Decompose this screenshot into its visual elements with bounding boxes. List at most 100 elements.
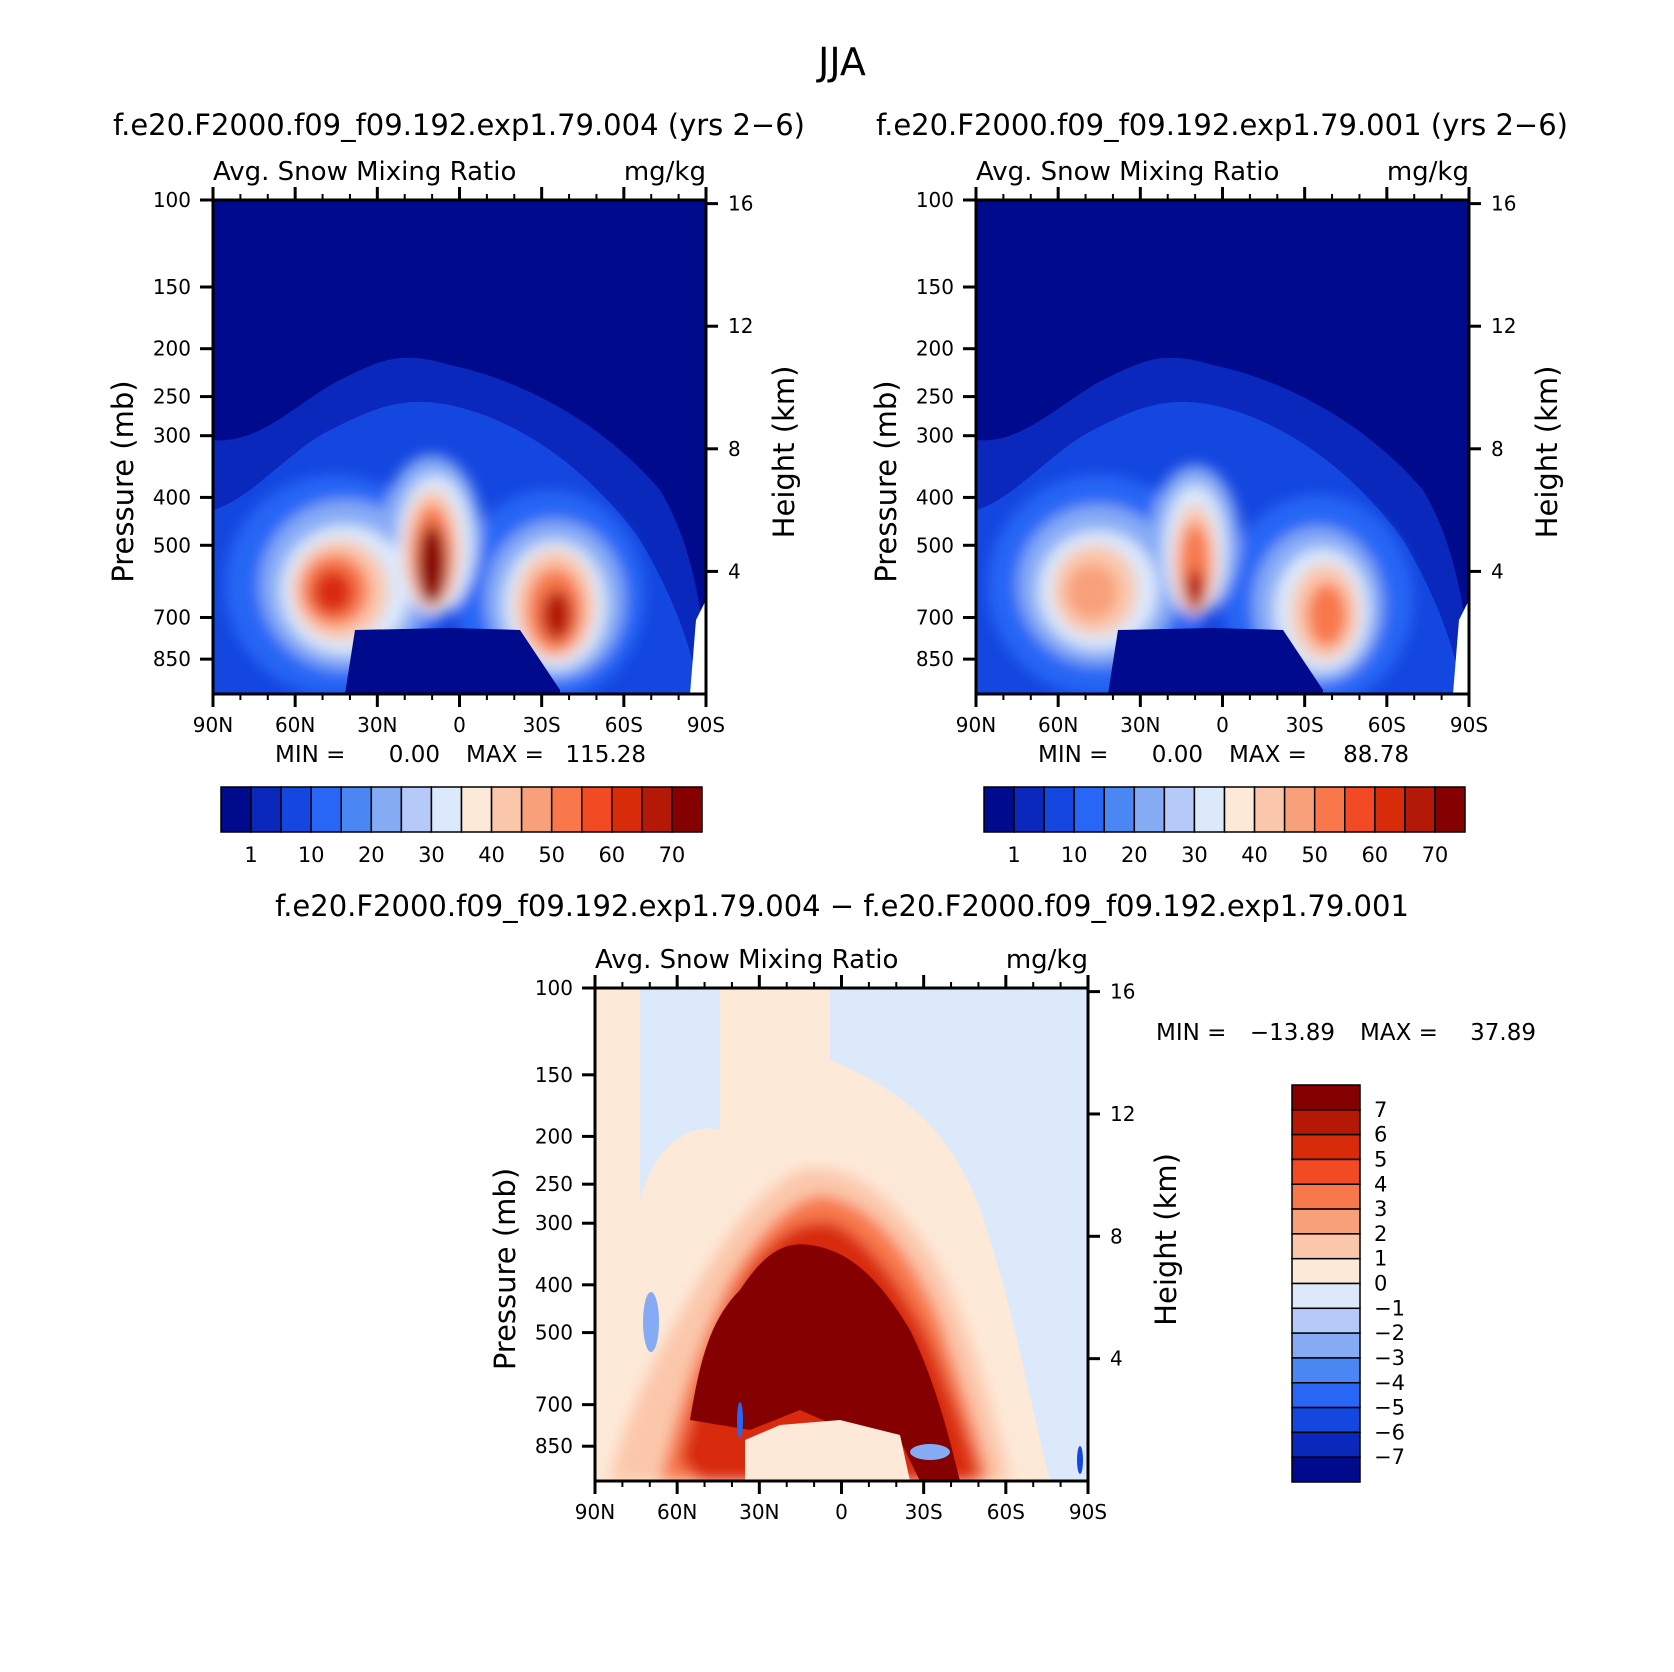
colorbar-swatch: [1374, 786, 1406, 833]
x-tick-label: 30S: [905, 1500, 943, 1524]
colorbar-label: −2: [1374, 1321, 1405, 1345]
variable-label: Avg. Snow Mixing Ratio: [213, 157, 516, 187]
colorbar-swatch: [1291, 1084, 1361, 1111]
y-tick-label: 700: [535, 1393, 573, 1417]
colorbar-swatch: [641, 786, 673, 833]
panel-model-004: f.e20.F2000.f09_f09.192.exp1.79.004 (yrs…: [113, 108, 805, 694]
colorbar-label: −5: [1374, 1396, 1405, 1420]
surface-mask: [1108, 628, 1323, 694]
surface-mask: [345, 628, 560, 694]
colorbar-label: 50: [538, 843, 565, 867]
x-tick-label: 30N: [357, 713, 397, 737]
colorbar-label: 1: [244, 843, 257, 867]
colorbar-label: 1: [1374, 1247, 1387, 1271]
colorbar-swatch: [611, 786, 643, 833]
colorbar-swatch: [1073, 786, 1105, 833]
colorbar-swatch: [550, 786, 583, 833]
colorbar-swatch: [520, 786, 553, 833]
colorbar-label: −3: [1374, 1346, 1405, 1370]
colorbar-swatch: [1404, 786, 1436, 833]
season-title: JJA: [816, 40, 866, 84]
neg-spot-4: [1077, 1446, 1083, 1474]
x-tick-label: 60N: [1038, 713, 1078, 737]
y2-tick-label: 12: [1110, 1102, 1135, 1126]
y2-axis-title: Height (km): [1149, 1153, 1183, 1326]
min-value: −13.89: [1250, 1020, 1335, 1046]
colorbar-swatch: [340, 786, 373, 833]
y2-tick-label: 4: [728, 559, 741, 583]
axes-layer: 90N 60N 30N 0 30S 60S 90S100150200250300400500…: [106, 187, 1564, 1524]
panel-model-001: f.e20.F2000.f09_f09.192.exp1.79.001 (yrs…: [876, 108, 1568, 694]
colorbar-swatch: [1291, 1406, 1361, 1434]
colorbar-swatch: [671, 786, 703, 833]
south-edge: [1453, 600, 1469, 694]
colorbar-swatch: [1291, 1208, 1361, 1235]
colorbar-swatch: [581, 786, 613, 833]
colorbar-swatch: [1223, 786, 1256, 833]
colorbar-label: 70: [1422, 843, 1449, 867]
y-tick-label: 250: [916, 385, 954, 409]
y-tick-label: 150: [153, 275, 191, 299]
neg-spot-2: [737, 1402, 743, 1438]
max-value: 88.78: [1343, 742, 1409, 768]
y2-tick-label: 8: [1491, 437, 1504, 461]
colorbar: 1 10 20 30 40 50 60 70: [220, 786, 703, 867]
x-tick-label: 60N: [275, 713, 315, 737]
y2-tick-label: 16: [1110, 980, 1135, 1004]
y-tick-label: 850: [153, 647, 191, 671]
colorbar-swatch: [1291, 1382, 1361, 1409]
y-tick-label: 150: [535, 1063, 573, 1087]
colorbar-swatch: [460, 786, 493, 833]
x-tick-label: 60N: [657, 1500, 697, 1524]
colorbar-swatch: [983, 786, 1015, 833]
y-tick-label: 200: [535, 1124, 573, 1148]
neg-spot-3: [910, 1444, 950, 1460]
x-tick-label: 0: [1216, 713, 1229, 737]
y2-tick-label: 12: [728, 314, 753, 338]
neg-spot: [643, 1292, 659, 1352]
y2-tick-label: 8: [1110, 1224, 1123, 1248]
x-tick-label: 90S: [1069, 1500, 1107, 1524]
colorbar-label: 1: [1007, 843, 1020, 867]
contour-field: [595, 988, 1088, 1481]
x-tick-label: 30N: [1120, 713, 1160, 737]
colorbar-swatch: [1291, 1183, 1361, 1210]
x-tick-label: 0: [453, 713, 466, 737]
south-edge: [690, 600, 706, 694]
colorbar: 1 10 20 30 40 50 60 70: [983, 786, 1466, 867]
band-7c: [1307, 583, 1347, 647]
colorbar-swatch: [1163, 786, 1196, 833]
band-7: [1066, 564, 1118, 620]
max-label: MAX =: [466, 742, 544, 768]
colorbar-swatch: [1291, 1282, 1361, 1310]
colorbar-swatch: [1291, 1332, 1361, 1359]
y-tick-label: 100: [916, 188, 954, 212]
x-tick-label: 60S: [987, 1500, 1025, 1524]
y-tick-label: 100: [535, 976, 573, 1000]
colorbar-swatch: [310, 786, 342, 833]
y2-tick-label: 8: [728, 437, 741, 461]
colorbar-label: 60: [598, 843, 625, 867]
colorbar-label: 5: [1374, 1147, 1387, 1171]
axes-panel-3: 90N 60N 30N 0 30S 60S 90S 100 150 200 250 300 400 500…: [488, 975, 1183, 1524]
colorbar-swatch: [1103, 786, 1136, 833]
x-tick-label: 60S: [1368, 713, 1406, 737]
y-tick-label: 300: [153, 424, 191, 448]
colorbar-label: 2: [1374, 1222, 1387, 1246]
colorbar-swatch: [1291, 1257, 1361, 1285]
x-tick-label: 90N: [193, 713, 233, 737]
min-label: MIN =: [275, 742, 345, 768]
units-label: mg/kg: [1006, 945, 1088, 975]
panel-title: f.e20.F2000.f09_f09.192.exp1.79.001 (yrs…: [876, 108, 1568, 142]
y-axis-title: Pressure (mb): [869, 380, 903, 582]
colorbar-label: 40: [478, 843, 505, 867]
colorbar-label: 30: [1181, 843, 1208, 867]
y2-axis-title: Height (km): [767, 366, 801, 539]
colorbar-label: 6: [1374, 1123, 1387, 1147]
colorbar-swatch: [490, 786, 523, 833]
band-8b: [1185, 570, 1205, 610]
colorbar-swatch: [1291, 1431, 1361, 1458]
colorbar-swatch: [1313, 786, 1346, 833]
colorbar-swatch: [1013, 786, 1045, 833]
